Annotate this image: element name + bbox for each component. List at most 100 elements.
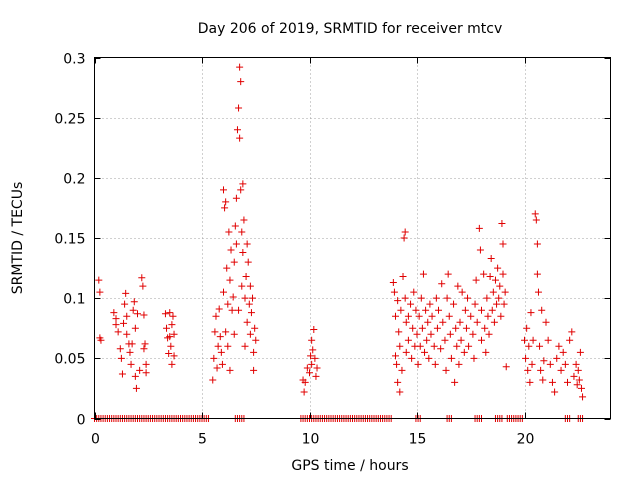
data-point (428, 312, 436, 320)
data-point (404, 312, 412, 320)
data-point (573, 381, 581, 389)
data-point (496, 282, 504, 290)
data-point (574, 366, 582, 374)
data-point (458, 288, 466, 296)
data-point (215, 305, 223, 313)
data-point (141, 340, 149, 348)
data-point (443, 294, 451, 302)
data-point (168, 321, 176, 329)
data-point (235, 306, 243, 314)
data-point (575, 376, 583, 384)
data-point (568, 328, 576, 336)
data-point (230, 258, 238, 266)
data-point (576, 348, 584, 356)
data-point (451, 378, 459, 386)
data-point (561, 360, 569, 368)
y-tick-label: 0.2 (63, 172, 85, 188)
data-point (120, 319, 128, 327)
data-point (401, 228, 409, 236)
data-point (214, 342, 222, 350)
data-point (542, 318, 550, 326)
data-point (131, 324, 139, 332)
data-point (245, 300, 253, 308)
data-point (230, 330, 238, 338)
data-point (462, 324, 470, 332)
data-point (225, 228, 233, 236)
data-point (538, 306, 546, 314)
data-point (491, 276, 499, 284)
data-point (166, 333, 174, 341)
data-point (165, 350, 173, 358)
data-point (163, 324, 171, 332)
data-point (544, 336, 552, 344)
data-point (170, 352, 178, 360)
data-point (469, 330, 477, 338)
data-point (239, 180, 247, 188)
data-point (127, 360, 135, 368)
data-point (412, 306, 420, 314)
data-point (131, 372, 139, 380)
data-point (250, 366, 258, 374)
data-point (210, 354, 218, 362)
data-point (557, 366, 565, 374)
data-point (399, 273, 407, 281)
data-point (306, 369, 313, 377)
data-point (97, 336, 105, 344)
data-point (224, 300, 232, 308)
data-point (123, 312, 131, 320)
data-point (416, 342, 424, 350)
data-point (241, 294, 249, 302)
data-point (433, 324, 441, 332)
data-point (140, 345, 148, 353)
data-point (112, 315, 120, 323)
data-point (169, 312, 177, 320)
data-point (495, 294, 503, 302)
data-point (118, 370, 126, 378)
data-point (532, 216, 540, 224)
data-point (394, 297, 402, 305)
data-point (308, 360, 316, 368)
data-point (456, 318, 464, 326)
data-point (220, 186, 227, 194)
data-point (431, 360, 439, 368)
data-point (500, 300, 508, 308)
data-point (231, 222, 239, 230)
data-point (464, 294, 472, 302)
data-point (525, 342, 533, 350)
data-point (250, 348, 258, 356)
data-point (494, 264, 502, 272)
data-point (246, 282, 254, 290)
data-point (533, 240, 541, 248)
data-point (220, 288, 227, 296)
data-point (132, 384, 140, 392)
data-point (223, 264, 231, 272)
data-point (478, 306, 485, 314)
data-point (497, 312, 505, 320)
data-point (471, 300, 479, 308)
data-point (238, 282, 246, 290)
data-point (444, 270, 452, 278)
data-point (577, 384, 585, 392)
data-point (527, 309, 535, 317)
data-point (222, 328, 230, 336)
data-point (239, 248, 247, 256)
data-point (392, 352, 399, 360)
data-point (301, 378, 309, 386)
data-point (136, 366, 144, 374)
data-point (453, 342, 461, 350)
data-point (481, 324, 489, 332)
data-point (232, 240, 240, 248)
data-point (251, 324, 259, 332)
data-point (498, 220, 506, 228)
data-point (438, 280, 446, 288)
data-point (130, 298, 138, 306)
data-point (442, 366, 450, 374)
data-point (478, 336, 485, 344)
data-point (465, 342, 473, 350)
data-point (488, 306, 496, 314)
data-point (246, 330, 254, 338)
data-point (252, 336, 260, 344)
data-point (445, 312, 453, 320)
data-point (238, 228, 246, 236)
